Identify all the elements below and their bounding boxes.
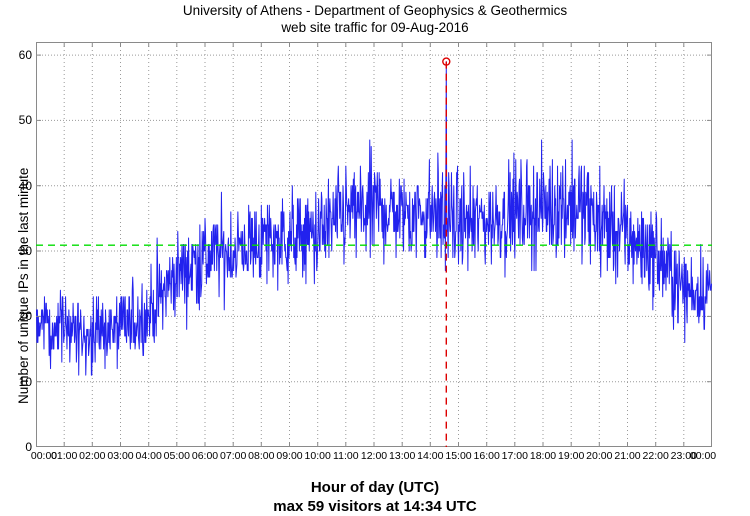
chart-title: University of Athens - Department of Geo… xyxy=(0,2,750,36)
x-tick-label: 00:00 xyxy=(30,450,58,462)
x-tick-label: 12:00 xyxy=(360,450,388,462)
x-tick-label: 17:00 xyxy=(501,450,528,462)
x-tick-label: 18:00 xyxy=(529,450,557,462)
y-tick-label: 30 xyxy=(18,244,32,258)
y-tick-label: 40 xyxy=(18,178,32,193)
plot-area xyxy=(36,42,712,447)
x-tick-label: 05:00 xyxy=(163,450,190,462)
x-tick-label: 06:00 xyxy=(191,450,219,462)
y-tick-label: 0 xyxy=(25,440,32,454)
x-tick-label: 22:00 xyxy=(642,450,669,462)
y-axis-tick-labels: 0 10 20 30 40 50 60 xyxy=(0,42,32,454)
x-tick-label: 09:00 xyxy=(276,450,303,462)
x-axis-caption: Hour of day (UTC) max 59 visitors at 14:… xyxy=(0,478,750,516)
x-tick-label: 01:00 xyxy=(51,450,78,462)
x-tick-label: 08:00 xyxy=(248,450,275,462)
y-tick-label: 20 xyxy=(18,309,32,324)
x-tick-label: 21:00 xyxy=(614,450,641,462)
y-tick-label: 50 xyxy=(18,113,32,128)
x-tick-label: 15:00 xyxy=(445,450,472,462)
x-tick-label: 13:00 xyxy=(389,450,416,462)
x-tick-label: 11:00 xyxy=(333,450,359,462)
x-tick-label: 00:00 xyxy=(689,450,717,462)
chart-subtitle: web site traffic for 09-Aug-2016 xyxy=(281,20,469,35)
x-tick-label: 14:00 xyxy=(417,450,444,462)
x-tick-label: 07:00 xyxy=(220,450,247,462)
chart-title-line1: University of Athens - Department of Geo… xyxy=(182,3,568,18)
x-tick-label: 19:00 xyxy=(558,450,585,462)
max-caption: max 59 visitors at 14:34 UTC xyxy=(273,498,477,515)
y-tick-label: 60 xyxy=(18,48,32,63)
axis-ticks xyxy=(36,42,712,447)
x-tick-label: 23:00 xyxy=(670,450,697,462)
x-tick-label: 02:00 xyxy=(79,450,106,462)
x-tick-label: 20:00 xyxy=(586,450,613,462)
x-tick-label: 16:00 xyxy=(473,450,500,462)
traffic-line xyxy=(36,61,712,376)
max-point-marker xyxy=(442,57,451,66)
x-tick-label: 04:00 xyxy=(135,450,162,462)
x-tick-label: 10:00 xyxy=(304,450,331,462)
y-tick-label: 10 xyxy=(18,374,32,389)
chart-canvas xyxy=(36,42,712,447)
x-axis-tick-labels: 00:00 01:00 02:00 03:00 04:00 05:00 06:00 07:00… xyxy=(0,450,750,468)
x-axis-title: Hour of day (UTC) xyxy=(310,479,440,496)
x-tick-label: 03:00 xyxy=(107,450,134,462)
